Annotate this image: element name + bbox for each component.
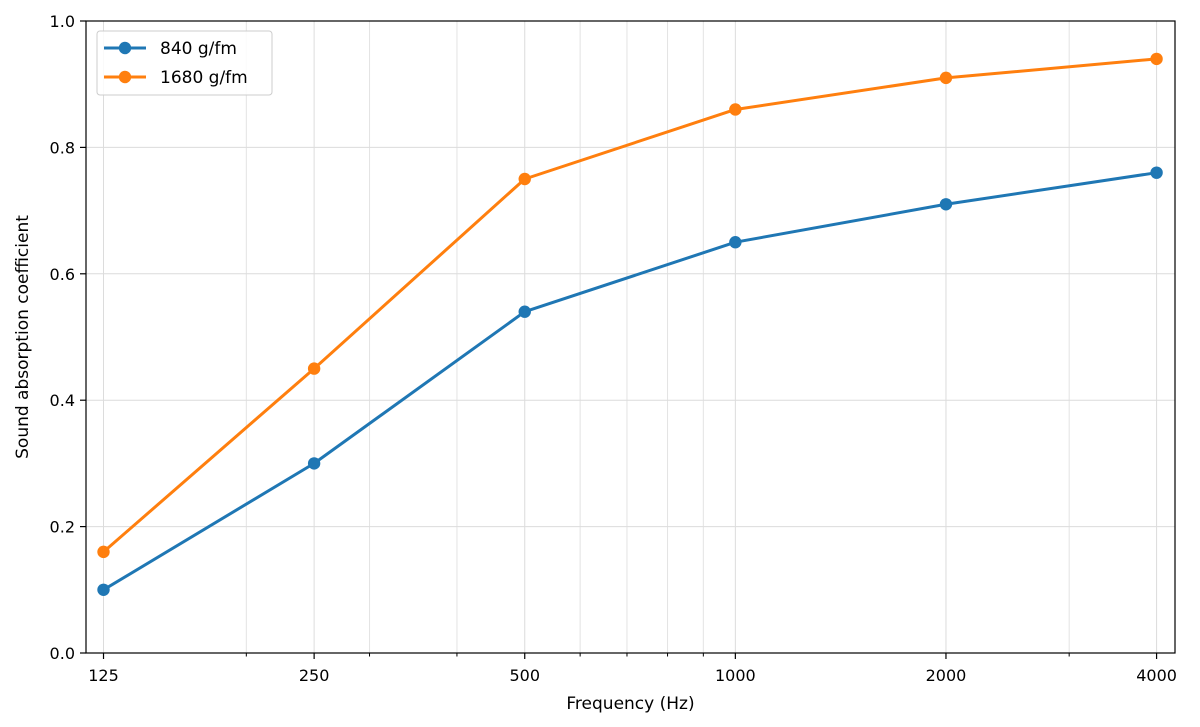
x-tick-label: 125 (88, 666, 119, 685)
series-2 (97, 52, 1163, 559)
data-point (307, 362, 321, 375)
data-point (1150, 52, 1163, 66)
y-tick-label: 0.2 (50, 518, 75, 537)
y-tick-label: 0.8 (50, 138, 75, 157)
grid (86, 20, 1175, 654)
data-point (1150, 166, 1163, 179)
legend-item: 840 g/fm (104, 39, 237, 59)
ticks: 125 250 500 1000 2000 4000 0.0 0.2 0.4 0.6 0.8 1.0 (50, 12, 1177, 685)
data-point (729, 236, 742, 249)
y-tick-label: 0.0 (50, 644, 75, 663)
legend-marker (118, 41, 132, 55)
data-point (518, 305, 531, 318)
data-point (939, 198, 953, 211)
x-axis-label: Frequency (Hz) (566, 694, 694, 714)
series-1 (97, 166, 1163, 596)
series-line (102, 171, 1159, 592)
data-point (97, 545, 110, 559)
data-point (518, 172, 531, 186)
x-tick-label: 4000 (1136, 666, 1177, 685)
x-tick-label: 2000 (926, 666, 967, 685)
legend-label: 1680 g/fm (160, 68, 248, 88)
x-tick-label: 1000 (715, 666, 756, 685)
y-tick-label: 0.6 (50, 265, 75, 284)
series-layer (97, 52, 1163, 596)
x-tick-label: 250 (299, 666, 330, 685)
y-tick-label: 0.4 (50, 391, 75, 410)
x-tick-label: 500 (509, 666, 540, 685)
data-point (729, 103, 742, 116)
plot-frame (85, 20, 1176, 654)
legend-marker (118, 70, 132, 84)
legend: 840 g/fm 1680 g/fm (96, 30, 273, 96)
data-point (307, 457, 321, 470)
legend-label: 840 g/fm (160, 39, 237, 59)
y-axis-label: Sound absorption coefficient (13, 215, 33, 459)
data-point (939, 71, 953, 85)
data-point (97, 583, 110, 596)
legend-item: 1680 g/fm (104, 68, 248, 88)
series-line (102, 57, 1159, 554)
y-tick-label: 1.0 (50, 12, 75, 31)
